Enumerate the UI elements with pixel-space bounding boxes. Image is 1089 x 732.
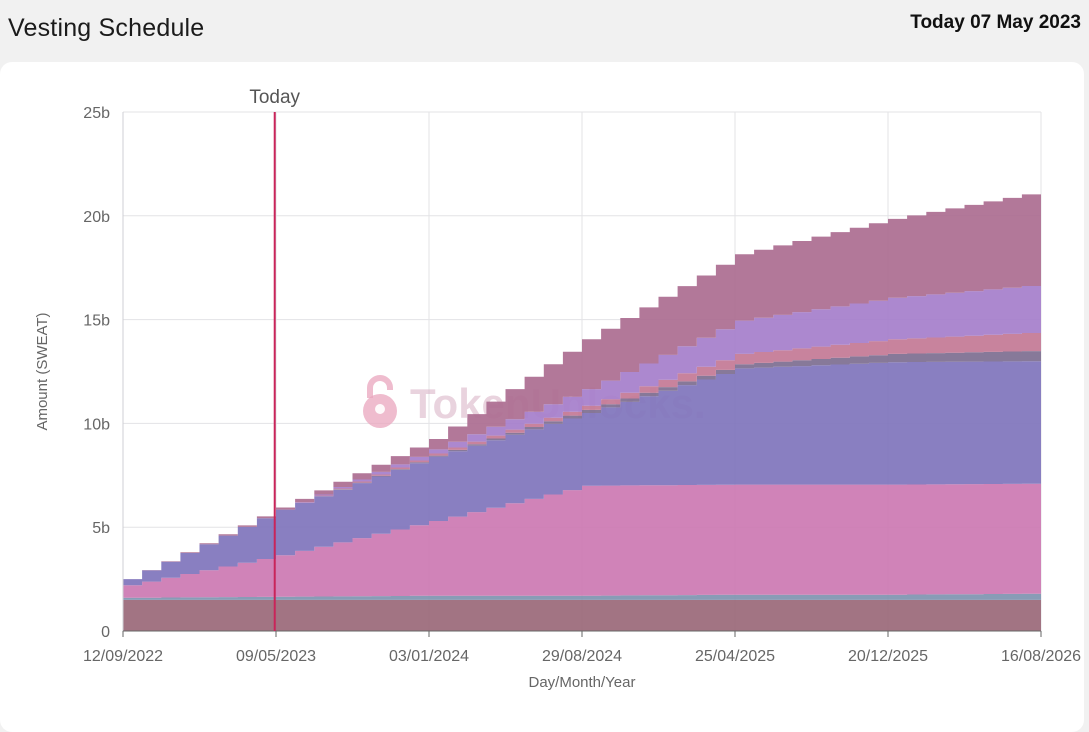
area-series-3 [123,483,1041,598]
area-series-4 [123,361,1041,586]
x-tick-label: 09/05/2023 [236,648,316,665]
axes: 0 5b 10b 15b 20b 25b 12/09/2022 09/05/2023 03/01… [83,105,1081,665]
y-tick-label: 25b [83,105,110,122]
area-series-2 [123,593,1041,600]
y-axis-title: Amount (SWEAT) [34,312,51,430]
x-tick-label: 03/01/2024 [389,648,469,665]
x-tick-label: 12/09/2022 [83,648,163,665]
y-tick-label: 10b [83,416,110,433]
y-tick-label: 5b [92,520,110,537]
x-axis-title: Day/Month/Year [528,674,635,691]
today-date: Today 07 May 2023 [910,12,1081,33]
area-series-8 [123,190,1041,580]
x-tick-label: 29/08/2024 [542,648,622,665]
x-tick-label: 16/08/2026 [1001,648,1081,665]
watermark-lock-icon [363,375,397,428]
vesting-chart: TokenUnlocks. 05b10b15b20b25b12/09/20220… [34,87,1081,691]
y-tick-label: 15b [83,313,110,330]
today-marker: Today [249,87,301,631]
y-tick-label: 20b [83,209,110,226]
chart-card: TokenUnlocks. 05b10b15b20b25b12/09/20220… [0,62,1084,732]
y-tick-label: 0 [101,624,110,641]
today-label: Today [249,87,300,108]
x-tick-label: 25/04/2025 [695,648,775,665]
area-series-1 [123,599,1041,631]
x-tick-label: 20/12/2025 [848,648,928,665]
page-title: Vesting Schedule [8,14,205,42]
area-series-7 [123,284,1041,580]
stacked-areas [123,190,1041,631]
